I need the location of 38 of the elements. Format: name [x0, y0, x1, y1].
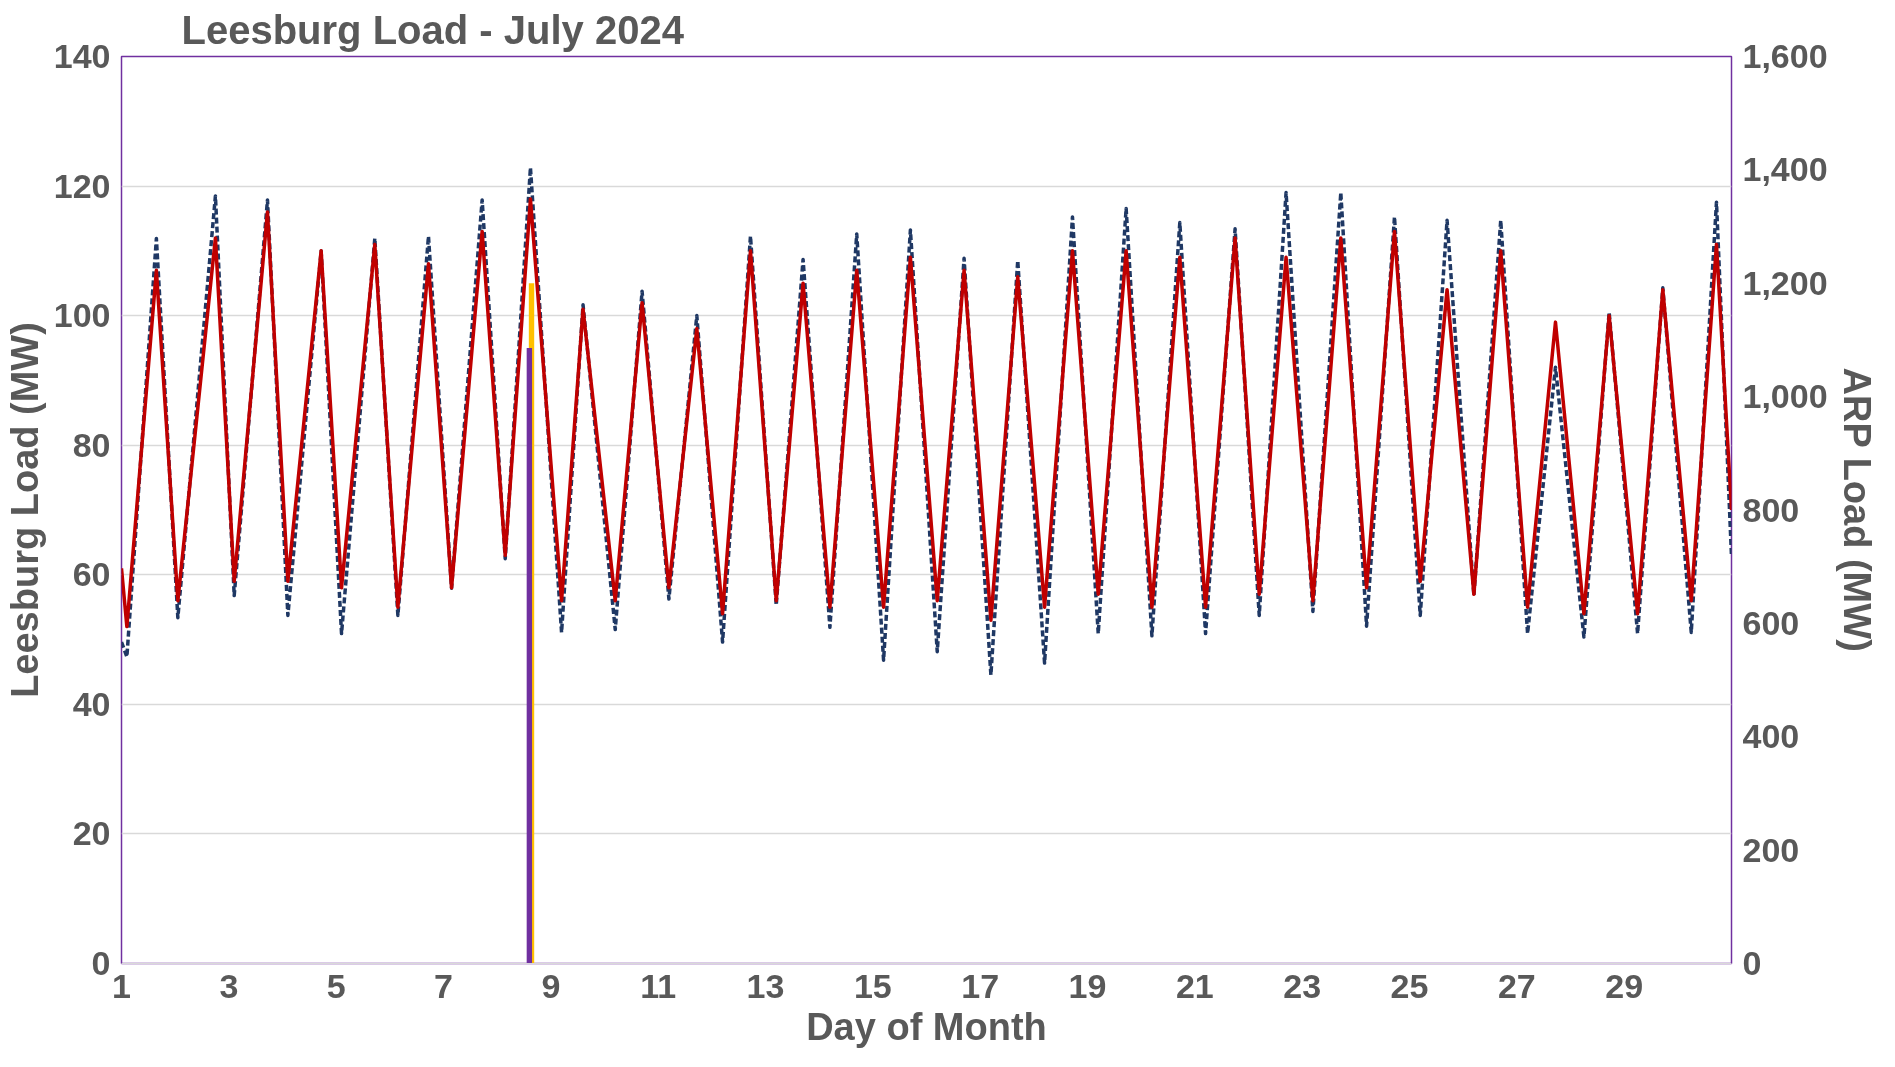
y2-tick-label: 800 [1742, 490, 1800, 529]
y-tick-label: 20 [72, 814, 111, 853]
x-tick-label: 27 [1497, 966, 1536, 1005]
y-tick-label: 60 [72, 555, 111, 594]
y2-tick-label: 1,600 [1742, 37, 1828, 75]
x-tick-label: 17 [961, 966, 1000, 1005]
x-tick-label: 5 [326, 966, 346, 1005]
x-tick-label: 23 [1283, 966, 1322, 1005]
line-series [121, 165, 1732, 677]
x-tick-label: 25 [1390, 966, 1429, 1005]
y2-tick-label: 0 [1742, 944, 1762, 982]
chart-title: Leesburg Load - July 2024 [181, 7, 685, 52]
x-tick-label: 15 [853, 966, 892, 1005]
x-tick-label: 7 [434, 966, 453, 1005]
x-tick-label: 3 [219, 966, 239, 1005]
x-tick-label: 29 [1605, 966, 1644, 1005]
y2-tick-label: 1,400 [1742, 150, 1828, 189]
x-tick-label: 21 [1175, 966, 1214, 1005]
y2-tick-label: 200 [1742, 830, 1800, 869]
y-tick-label: 0 [91, 944, 111, 982]
x-tick-label: 19 [1068, 966, 1107, 1005]
x-tick-label: 13 [746, 966, 785, 1005]
x-tick-label: 1 [112, 966, 131, 1005]
x-tick-label: 11 [640, 966, 677, 1005]
y-axis-title: Leesburg Load (MW) [3, 322, 46, 698]
y2-tick-label: 400 [1742, 717, 1800, 756]
line-series [121, 197, 1732, 629]
y2-tick-label: 1,000 [1742, 377, 1828, 416]
x-tick-label: 9 [541, 966, 561, 1005]
y-tick-label: 120 [53, 166, 111, 205]
y2-axis-title: ARP Load (MW) [1835, 367, 1878, 652]
y-tick-label: 80 [72, 425, 111, 464]
y-tick-label: 100 [53, 296, 111, 335]
y2-tick-label: 1,200 [1742, 263, 1828, 302]
y-tick-label: 140 [53, 37, 111, 75]
x-axis-title: Day of Month [806, 1005, 1047, 1048]
y-tick-label: 40 [72, 684, 111, 723]
y2-tick-label: 600 [1742, 603, 1800, 642]
